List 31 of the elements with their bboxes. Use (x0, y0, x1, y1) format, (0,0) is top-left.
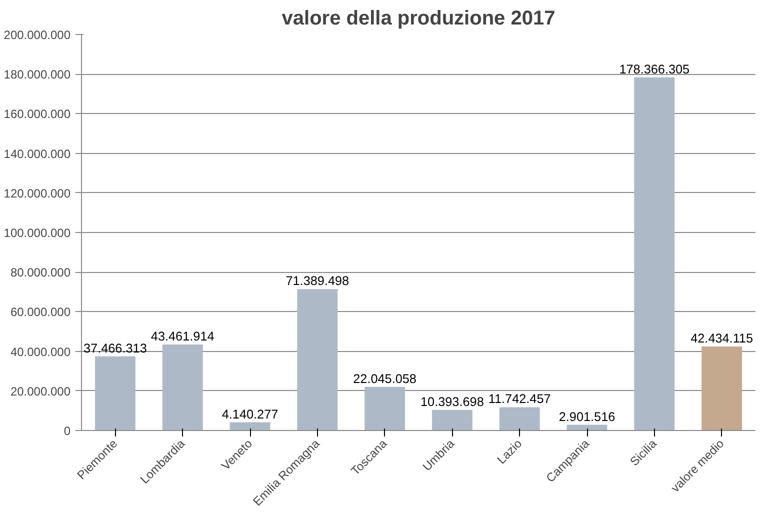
data-label: 22.045.058 (353, 372, 416, 386)
bar (230, 422, 270, 430)
y-tick-label: 200.000.000 (4, 28, 71, 42)
data-label: 10.393.698 (420, 394, 484, 409)
y-tick-label: 80.000.000 (10, 266, 71, 280)
y-tick-label: 60.000.000 (10, 305, 71, 320)
data-label: 11.742.457 (488, 392, 551, 406)
y-tick-label: 40.000.000 (10, 344, 71, 359)
y-tick-label: 180.000.000 (4, 68, 71, 82)
data-label: 178.366.305 (619, 62, 690, 76)
bar (499, 407, 540, 430)
bar (634, 77, 675, 430)
y-tick-label: 120.000.000 (4, 186, 71, 200)
bar (432, 410, 472, 430)
data-label: 71.389.498 (286, 274, 350, 288)
y-tick-label: 0 (64, 424, 71, 438)
y-tick-label: 140.000.000 (4, 146, 71, 161)
data-label: 4.140.277 (222, 407, 278, 422)
chart-title: valore della produzione 2017 (282, 8, 556, 30)
data-label: 2.901.516 (558, 410, 616, 424)
data-label: 37.466.313 (84, 341, 147, 356)
data-label: 43.461.914 (150, 329, 214, 344)
bar (162, 344, 203, 430)
bar (297, 289, 338, 430)
y-tick-label: 20.000.000 (10, 384, 71, 398)
bar (702, 346, 742, 430)
bar (94, 356, 136, 430)
y-tick-label: 100.000.000 (4, 226, 71, 240)
data-label: 42.434.115 (690, 331, 754, 346)
y-tick-label: 160.000.000 (4, 107, 71, 122)
bar (364, 386, 406, 430)
